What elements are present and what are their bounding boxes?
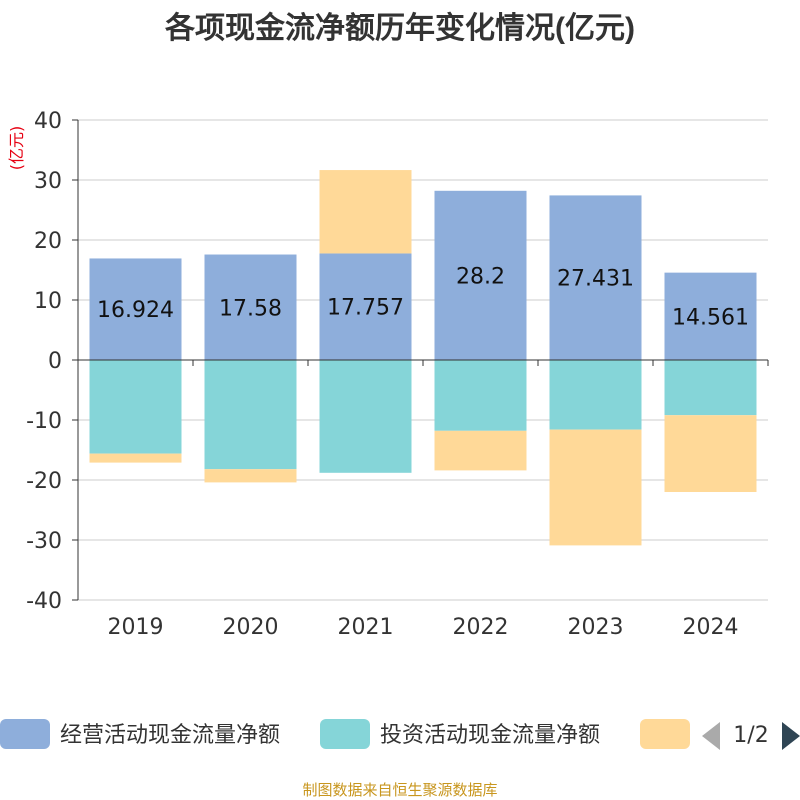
bar-series3-2020 (204, 469, 297, 483)
bar-series1-2024 (664, 272, 757, 360)
data-label: 27.431 (557, 267, 634, 292)
grid-lines (78, 119, 768, 601)
y-tick-label: 40 (34, 109, 62, 134)
bar-series2-2023 (549, 360, 642, 430)
legend: 经营活动现金流量净额 投资活动现金流量净额 1/2 (0, 719, 800, 750)
y-tick-label: -10 (26, 409, 62, 434)
bar-series3-2023 (549, 429, 642, 546)
legend-prev-page-icon[interactable] (702, 722, 720, 750)
bar-series2-2019 (89, 360, 182, 454)
y-tick-label: -40 (26, 589, 62, 614)
bar-series1-2019 (89, 258, 182, 360)
y-tick-label: -30 (26, 529, 62, 554)
legend-label[interactable]: 投资活动现金流量净额 (380, 723, 600, 748)
data-label: 16.924 (97, 298, 174, 323)
legend-page-indicator: 1/2 (733, 723, 768, 748)
axes: 40 30 20 10 0 -10 -20 -30 -40 2019 2020 2021 2022 202… (26, 109, 769, 640)
bar-series2-2024 (664, 360, 757, 416)
y-tick-label: 30 (34, 169, 62, 194)
legend-label[interactable]: 经营活动现金流量净额 (60, 723, 280, 748)
legend-swatch-series3[interactable] (640, 719, 690, 749)
bar-series2-2020 (204, 360, 297, 470)
legend-swatch-series1[interactable] (0, 719, 50, 749)
bar-series3-2019 (89, 453, 182, 463)
data-label: 14.561 (672, 305, 749, 330)
bar-series1-2022 (434, 190, 527, 360)
bars (89, 170, 757, 546)
bar-series3-2022 (434, 430, 527, 471)
bar-series3-2024 (664, 415, 757, 492)
data-label: 17.757 (327, 296, 404, 321)
data-source-footer: 制图数据来自恒生聚源数据库 (302, 781, 497, 799)
legend-swatch-series2[interactable] (320, 719, 370, 749)
bar-series2-2022 (434, 360, 527, 431)
bar-series1-2021 (319, 253, 412, 360)
x-tick-label: 2021 (338, 615, 394, 640)
x-tick-label: 2020 (223, 615, 279, 640)
data-labels: 16.924 17.58 17.757 28.2 27.431 14.561 (97, 264, 749, 330)
y-tick-label: 10 (34, 289, 62, 314)
y-tick-label: 0 (48, 349, 62, 374)
chart-title: 各项现金流净额历年变化情况(亿元) (164, 11, 635, 45)
data-label: 28.2 (456, 264, 505, 289)
bar-series1-2023 (549, 195, 642, 360)
x-tick-label: 2019 (108, 615, 164, 640)
bar-series3-2021 (319, 170, 412, 254)
y-axis-label: (亿元) (7, 126, 26, 171)
x-tick-label: 2022 (453, 615, 509, 640)
x-tick-label: 2024 (683, 615, 739, 640)
data-label: 17.58 (219, 296, 282, 321)
y-tick-label: 20 (34, 229, 62, 254)
bar-series2-2021 (319, 360, 412, 473)
y-tick-label: -20 (26, 469, 62, 494)
legend-next-page-icon[interactable] (782, 722, 800, 750)
bar-series1-2020 (204, 254, 297, 360)
x-tick-label: 2023 (568, 615, 624, 640)
